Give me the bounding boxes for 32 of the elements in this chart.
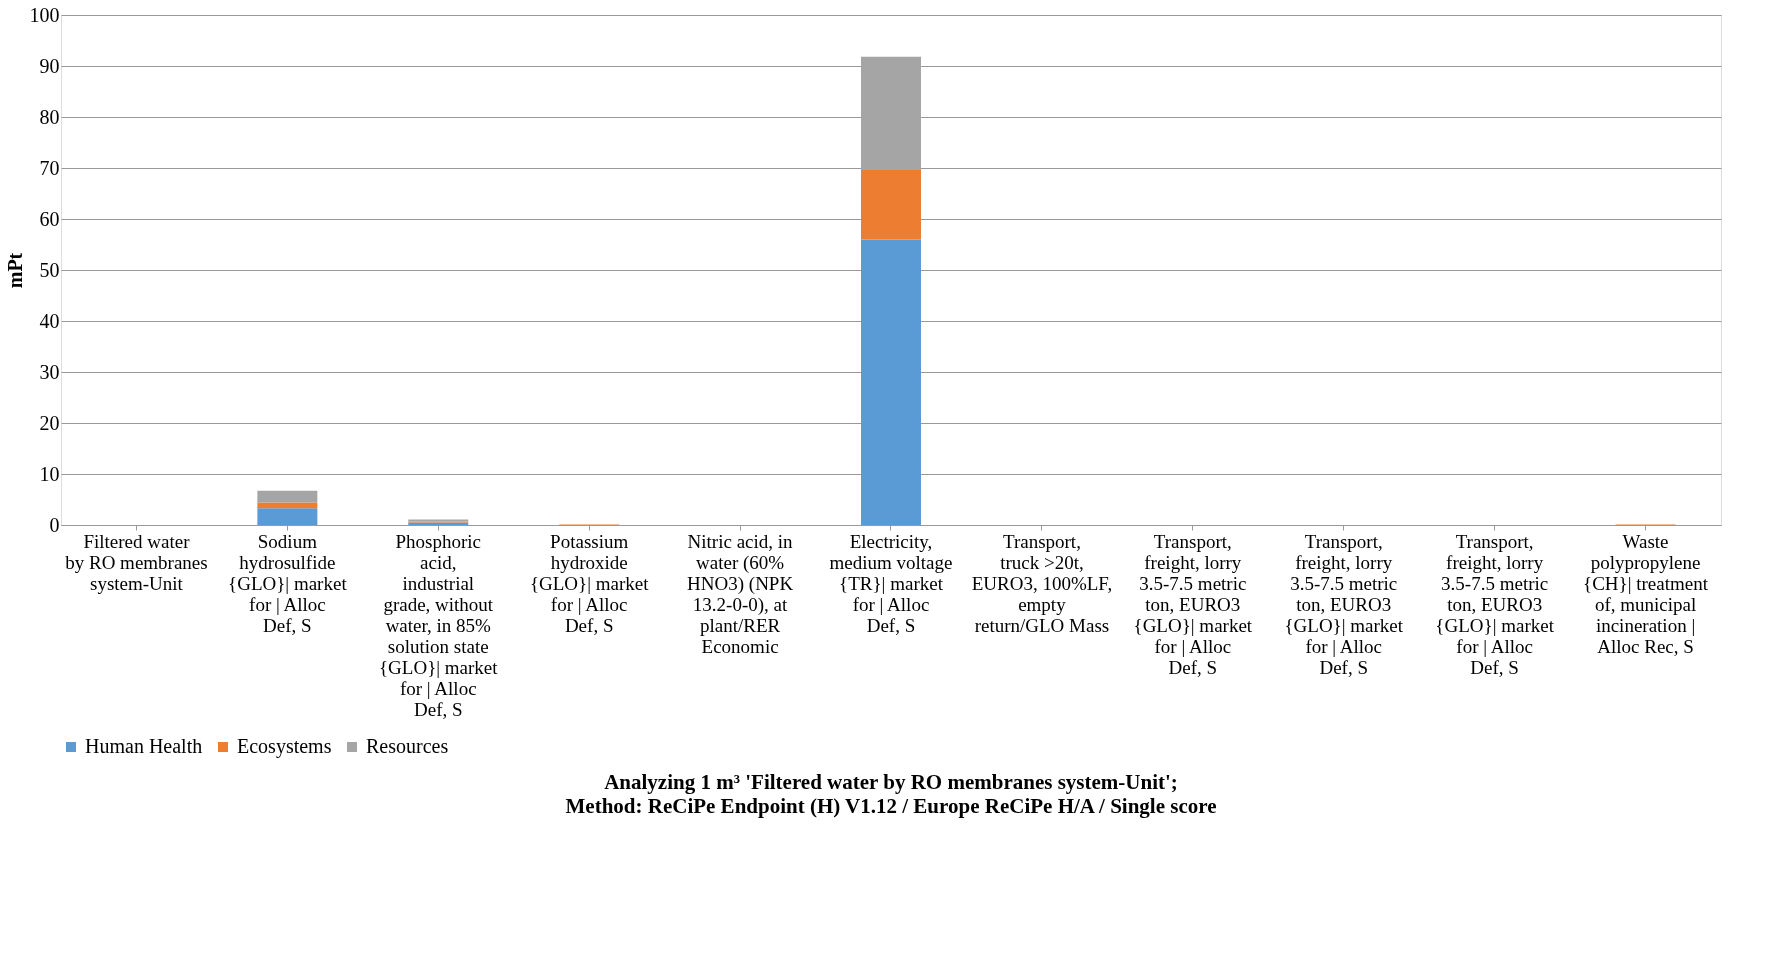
bar <box>861 239 921 525</box>
y-axis-title: mPt <box>3 252 26 289</box>
x-tick-label: Waste polypropylene {CH}| treatment of, municipal incineration | Alloc Rec, S <box>1583 530 1709 657</box>
legend-label: Human Health <box>85 735 203 757</box>
x-tick-label: Transport, freight, lorry 3.5-7.5 metric ton, EURO3 {GLO}| market for | Alloc Def, S <box>1284 530 1404 678</box>
bar <box>861 170 921 240</box>
y-tick-label: 90 <box>39 54 60 77</box>
y-tick-label: 20 <box>39 411 60 434</box>
text: Analyzing 1 m³ 'Filtered water by RO membranes system-Unit'; <box>604 770 1178 794</box>
text: Method: ReCiPe Endpoint (H) V1.12 / Europe ReCiPe H/A / Single score <box>565 794 1217 818</box>
bar <box>257 490 318 503</box>
x-tick-label: Transport, truck >20t, EURO3, 100%LF, empty return/GLO Mass <box>971 530 1113 636</box>
x-tick-label: Potassium hydroxide {GLO}| market for | Alloc Def, S <box>529 530 650 636</box>
y-tick-label: 60 <box>39 207 60 230</box>
legend-label: Resources <box>366 735 449 757</box>
x-tick-label: Transport, freight, lorry 3.5-7.5 metric ton, EURO3 {GLO}| market for | Alloc Def, S <box>1133 530 1253 678</box>
x-tick-label: Electricity, medium voltage {TR}| market for | Alloc Def, S <box>829 530 953 636</box>
x-tick-label: Transport, freight, lorry 3.5-7.5 metric ton, EURO3 {GLO}| market for | Alloc Def, S <box>1435 530 1555 678</box>
y-tick-label: 10 <box>39 462 60 485</box>
y-tick-label: 40 <box>39 309 60 332</box>
category-label: Phosphoric acid, industrial grade, without water, in 85% solution state {GLO}| market for | Alloc Def, S <box>378 530 498 720</box>
y-tick-label: 50 <box>39 258 60 281</box>
bar <box>257 508 318 525</box>
y-tick-label: 100 <box>29 3 60 26</box>
y-tick-label: 0 <box>49 513 60 536</box>
x-tick-label: Sodium hydrosulfide {GLO}| market for | Alloc Def, S <box>228 530 348 636</box>
x-tick-label: Filtered water by RO membranes system-Unit <box>65 530 208 594</box>
x-tick-label: Nitric acid, in water (60% HNO3) (NPK 13.2-0-0), at plant/RER Economic <box>687 530 794 657</box>
y-tick-label: 30 <box>39 360 60 383</box>
y-tick-label: 70 <box>39 156 60 179</box>
legend-label: Ecosystems <box>237 735 332 758</box>
y-tick-label: 80 <box>39 105 60 128</box>
